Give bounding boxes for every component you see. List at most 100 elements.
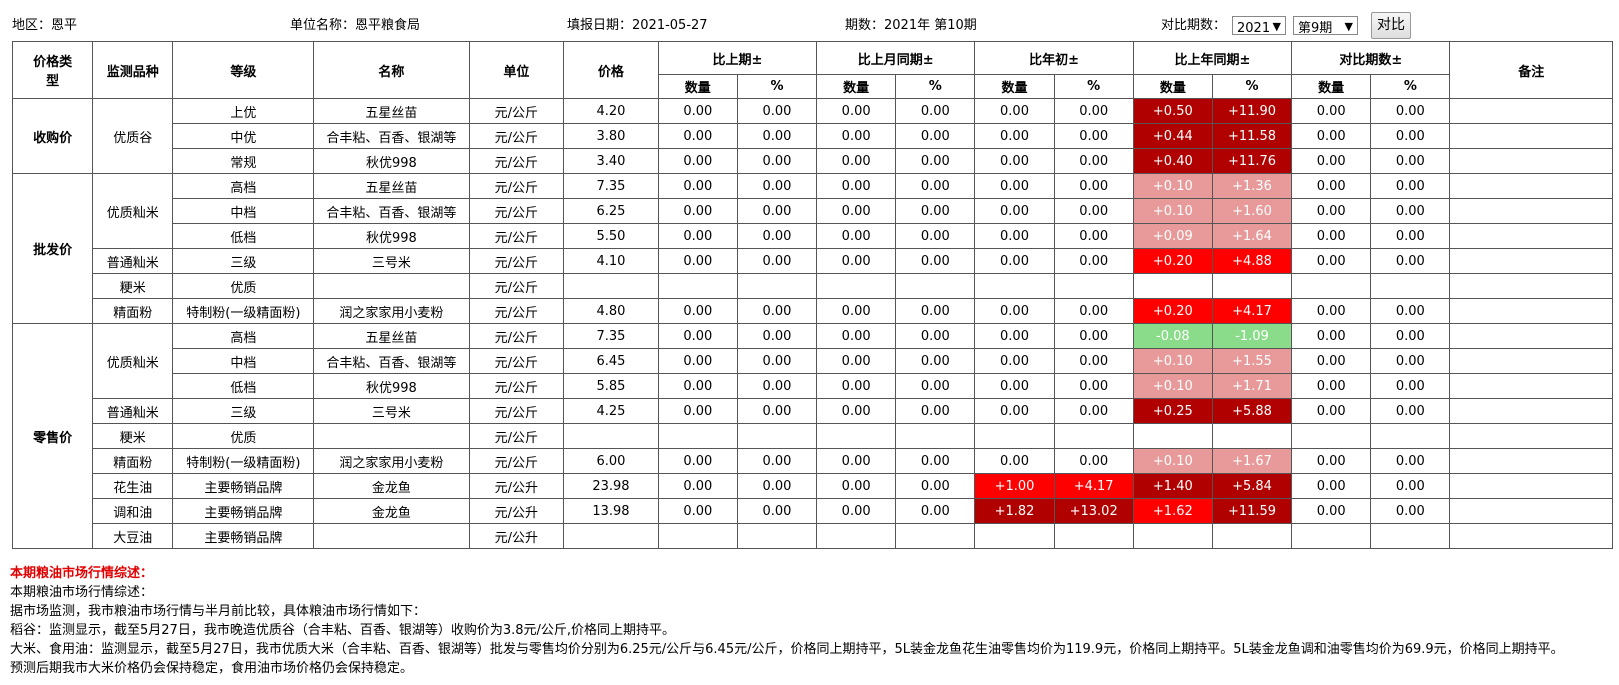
table-row: 中档 合丰粘、百香、银湖等 元/公斤 6.25 0.00 0.00 0.00 0.00 0.00… xyxy=(13,198,1613,224)
price-cell: 13.98 xyxy=(563,498,659,524)
change-percent-cell: 0.00 xyxy=(1370,223,1451,249)
name-cell: 三号米 xyxy=(313,398,470,424)
change-percent-cell xyxy=(1370,423,1451,449)
change-quantity-cell: 0.00 xyxy=(816,173,897,199)
change-quantity-cell xyxy=(1132,523,1213,549)
change-quantity-cell: 0.00 xyxy=(1291,348,1372,374)
remark-cell xyxy=(1449,523,1613,549)
change-percent-cell: 0.00 xyxy=(895,223,976,249)
change-percent-cell: +1.64 xyxy=(1211,223,1293,249)
header-vs-year-start: 比年初± xyxy=(974,41,1134,75)
grade-cell: 主要畅销品牌 xyxy=(172,473,315,499)
subheader-percent: % xyxy=(895,74,976,99)
change-percent-cell: +11.76 xyxy=(1211,148,1293,174)
change-quantity-cell: 0.00 xyxy=(1291,398,1372,424)
change-quantity-cell: 0.00 xyxy=(974,148,1055,174)
header-price: 价格 xyxy=(563,41,659,99)
change-percent-cell: 0.00 xyxy=(1370,448,1451,474)
summary-line: 据市场监测，我市粮油市场行情与半月前比较，具体粮油市场行情如下： xyxy=(10,604,427,619)
table-row: 粳米 优质 元/公斤 xyxy=(13,423,1613,449)
remark-cell xyxy=(1449,173,1613,199)
compare-button[interactable]: 对比 xyxy=(1371,12,1411,39)
change-quantity-cell xyxy=(657,523,738,549)
change-percent-cell: 0.00 xyxy=(736,348,818,374)
change-percent-cell: 0.00 xyxy=(736,498,818,524)
change-quantity-cell: 0.00 xyxy=(816,448,897,474)
table-row: 低档 秋优998 元/公斤 5.50 0.00 0.00 0.00 0.00 0.00 0.00 +… xyxy=(13,223,1613,249)
summary-title: 本期粮油市场行情综述： xyxy=(10,566,154,581)
change-quantity-cell xyxy=(1132,273,1213,299)
change-quantity-cell: +0.09 xyxy=(1132,223,1213,249)
change-quantity-cell: 0.00 xyxy=(1291,173,1372,199)
change-percent-cell xyxy=(1370,523,1451,549)
change-quantity-cell: 0.00 xyxy=(974,373,1055,399)
change-quantity-cell: +0.10 xyxy=(1132,448,1213,474)
change-quantity-cell: 0.00 xyxy=(816,248,897,274)
remark-cell xyxy=(1449,448,1613,474)
price-cell: 7.35 xyxy=(563,173,659,199)
change-quantity-cell: 0.00 xyxy=(816,323,897,349)
grade-cell: 主要畅销品牌 xyxy=(172,498,315,524)
remark-cell xyxy=(1449,98,1613,124)
change-percent-cell: 0.00 xyxy=(895,448,976,474)
change-percent-cell: 0.00 xyxy=(1053,198,1134,224)
change-quantity-cell: +0.20 xyxy=(1132,298,1213,324)
unit-name-label: 单位名称：恩平粮食局 xyxy=(290,18,421,33)
unit-cell: 元/公斤 xyxy=(468,173,565,199)
year-select[interactable]: 2021 ▼ xyxy=(1232,16,1286,36)
unit-cell: 元/公斤 xyxy=(468,298,565,324)
summary-line: 稻谷：监测显示，截至5月27日，我市晚造优质谷（合丰粘、百香、银湖等）收购价为3… xyxy=(10,623,676,638)
table-row: 常规 秋优998 元/公斤 3.40 0.00 0.00 0.00 0.00 0.00 0.00 +… xyxy=(13,148,1613,174)
change-percent-cell: 0.00 xyxy=(895,398,976,424)
change-quantity-cell: 0.00 xyxy=(657,323,738,349)
remark-cell xyxy=(1449,198,1613,224)
grade-cell: 高档 xyxy=(172,173,315,199)
name-cell: 秋优998 xyxy=(313,373,470,399)
period-select[interactable]: 第9期 ▼ xyxy=(1293,16,1358,36)
change-quantity-cell xyxy=(816,273,897,299)
change-percent-cell: 0.00 xyxy=(1370,323,1451,349)
price-cell xyxy=(563,423,659,449)
change-percent-cell: +5.88 xyxy=(1211,398,1293,424)
change-percent-cell: 0.00 xyxy=(1370,473,1451,499)
table-row: 粳米 优质 元/公斤 xyxy=(13,273,1613,299)
grade-cell: 低档 xyxy=(172,373,315,399)
change-percent-cell: -1.09 xyxy=(1211,323,1293,349)
table-row: 精面粉 特制粉(一级精面粉) 润之家家用小麦粉 元/公斤 6.00 0.00 0.00 0.0… xyxy=(13,448,1613,474)
change-quantity-cell: 0.00 xyxy=(657,173,738,199)
change-percent-cell: +11.58 xyxy=(1211,123,1293,149)
summary-line: 预测后期我市大米价格仍会保持稳定，食用油市场价格仍会保持稳定。 xyxy=(10,661,414,676)
price-cell: 4.10 xyxy=(563,248,659,274)
change-percent-cell: 0.00 xyxy=(895,198,976,224)
change-percent-cell: 0.00 xyxy=(736,323,818,349)
change-percent-cell: 0.00 xyxy=(1053,148,1134,174)
change-percent-cell: 0.00 xyxy=(895,123,976,149)
change-percent-cell: 0.00 xyxy=(1370,298,1451,324)
change-percent-cell: 0.00 xyxy=(895,498,976,524)
table-row: 花生油 主要畅销品牌 金龙鱼 元/公升 23.98 0.00 0.00 0.00 0.00 +1.… xyxy=(13,473,1613,499)
table-row: 中优 合丰粘、百香、银湖等 元/公斤 3.80 0.00 0.00 0.00 0.00 0.00… xyxy=(13,123,1613,149)
change-quantity-cell: +0.20 xyxy=(1132,248,1213,274)
unit-cell: 元/公斤 xyxy=(468,223,565,249)
change-percent-cell: 0.00 xyxy=(895,248,976,274)
change-percent-cell: 0.00 xyxy=(736,398,818,424)
change-quantity-cell: 0.00 xyxy=(974,398,1055,424)
variety-cell: 优质籼米 xyxy=(92,323,174,399)
change-quantity-cell: 0.00 xyxy=(657,498,738,524)
remark-cell xyxy=(1449,348,1613,374)
table-row: 收购价 优质谷 上优 五星丝苗 元/公斤 4.20 0.00 0.00 0.00 0.00 0.00… xyxy=(11,98,1613,174)
change-quantity-cell: 0.00 xyxy=(657,248,738,274)
change-quantity-cell: 0.00 xyxy=(974,123,1055,149)
change-quantity-cell: 0.00 xyxy=(657,223,738,249)
name-cell: 五星丝苗 xyxy=(313,323,470,349)
remark-cell xyxy=(1449,148,1613,174)
change-quantity-cell: 0.00 xyxy=(974,298,1055,324)
header-remark: 备注 xyxy=(1449,41,1613,99)
change-quantity-cell xyxy=(816,423,897,449)
change-percent-cell: 0.00 xyxy=(736,298,818,324)
change-percent-cell: 0.00 xyxy=(736,173,818,199)
price-type-cell: 批发价 xyxy=(11,173,94,324)
price-cell: 7.35 xyxy=(563,323,659,349)
change-percent-cell: 0.00 xyxy=(1053,323,1134,349)
change-quantity-cell: +1.82 xyxy=(974,498,1055,524)
